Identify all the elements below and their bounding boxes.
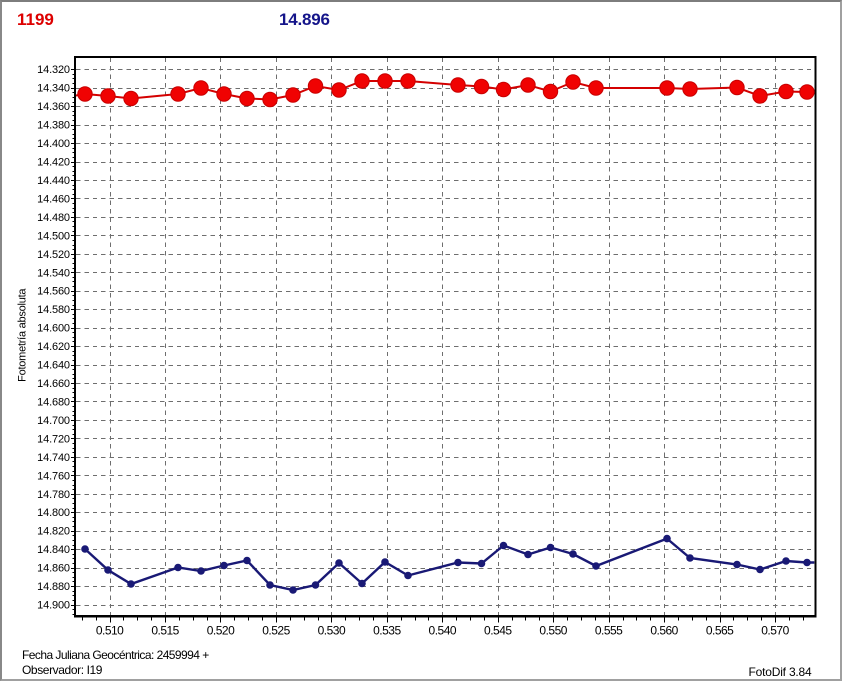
svg-text:Fotometría absoluta: Fotometría absoluta: [16, 288, 28, 382]
svg-text:14.360: 14.360: [37, 101, 70, 113]
svg-text:14.800: 14.800: [37, 507, 70, 519]
svg-text:0.530: 0.530: [318, 624, 346, 638]
svg-text:14.640: 14.640: [37, 360, 70, 372]
svg-text:14.820: 14.820: [37, 526, 70, 538]
svg-text:0.570: 0.570: [761, 624, 789, 638]
svg-text:0.550: 0.550: [539, 624, 567, 638]
svg-text:14.760: 14.760: [37, 470, 70, 482]
svg-text:14.660: 14.660: [37, 378, 70, 390]
svg-text:14.500: 14.500: [37, 230, 70, 242]
svg-text:14.420: 14.420: [37, 157, 70, 169]
svg-text:14.400: 14.400: [37, 138, 70, 150]
svg-text:14.520: 14.520: [37, 249, 70, 261]
svg-text:14.720: 14.720: [37, 433, 70, 445]
svg-text:14.580: 14.580: [37, 304, 70, 316]
svg-text:14.600: 14.600: [37, 323, 70, 335]
svg-text:14.540: 14.540: [37, 267, 70, 279]
svg-text:0.525: 0.525: [262, 624, 290, 638]
svg-text:0.515: 0.515: [151, 624, 179, 638]
svg-text:0.565: 0.565: [706, 624, 734, 638]
svg-text:14.620: 14.620: [37, 341, 70, 353]
svg-text:0.555: 0.555: [595, 624, 623, 638]
svg-text:0.535: 0.535: [373, 624, 401, 638]
svg-text:0.545: 0.545: [484, 624, 512, 638]
svg-text:0.540: 0.540: [429, 624, 457, 638]
svg-text:14.860: 14.860: [37, 563, 70, 575]
svg-text:14.560: 14.560: [37, 286, 70, 298]
svg-text:0.560: 0.560: [650, 624, 678, 638]
svg-text:14.700: 14.700: [37, 415, 70, 427]
svg-text:14.840: 14.840: [37, 544, 70, 556]
svg-text:14.440: 14.440: [37, 175, 70, 187]
svg-text:14.900: 14.900: [37, 600, 70, 612]
svg-text:14.880: 14.880: [37, 581, 70, 593]
svg-text:14.380: 14.380: [37, 120, 70, 132]
svg-text:14.320: 14.320: [37, 64, 70, 76]
svg-text:14.740: 14.740: [37, 452, 70, 464]
svg-text:14.460: 14.460: [37, 193, 70, 205]
svg-text:14.680: 14.680: [37, 397, 70, 409]
svg-text:14.480: 14.480: [37, 212, 70, 224]
svg-text:14.340: 14.340: [37, 83, 70, 95]
svg-text:14.780: 14.780: [37, 489, 70, 501]
svg-text:0.520: 0.520: [207, 624, 235, 638]
svg-text:0.510: 0.510: [96, 624, 124, 638]
